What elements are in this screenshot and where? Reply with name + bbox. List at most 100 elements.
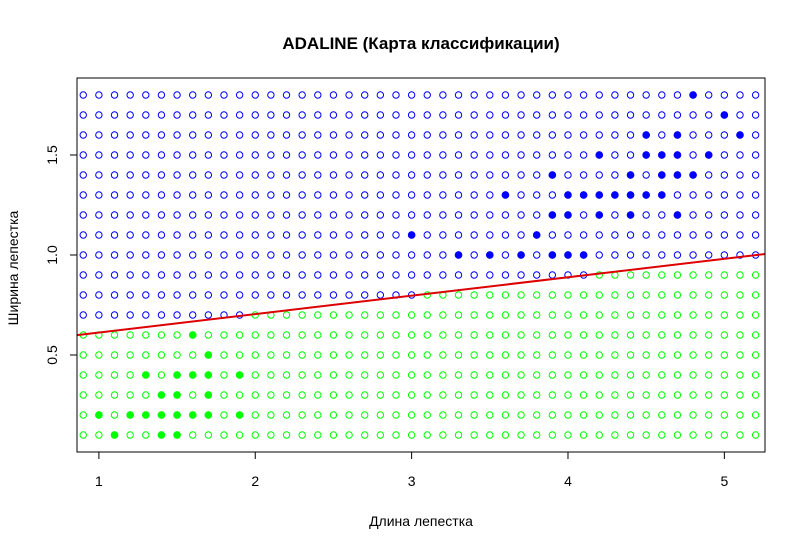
y-tick-label: 0.5 — [44, 345, 60, 365]
grid-point — [282, 151, 291, 159]
grid-point — [736, 191, 744, 199]
x-tick-label: 5 — [720, 473, 728, 489]
grid-point — [595, 311, 603, 319]
grid-point — [439, 431, 447, 439]
grid-point — [189, 311, 197, 319]
grid-point — [626, 251, 635, 259]
grid-point — [95, 371, 103, 379]
grid-point — [407, 271, 416, 279]
grid-point — [689, 311, 697, 319]
grid-point — [79, 211, 87, 219]
grid-point — [548, 111, 557, 119]
grid-point — [189, 91, 197, 99]
grid-point — [95, 151, 103, 159]
grid-point — [470, 251, 478, 259]
grid-point — [611, 211, 619, 219]
grid-point — [658, 351, 666, 359]
grid-point — [517, 131, 525, 139]
grid-point — [470, 411, 478, 419]
grid-point — [345, 191, 353, 199]
grid-point — [548, 231, 557, 239]
grid-point — [298, 111, 306, 119]
grid-point — [267, 371, 275, 379]
grid-point — [157, 231, 166, 239]
grid-point — [189, 251, 197, 259]
grid-point — [736, 271, 744, 279]
grid-point — [345, 291, 353, 299]
grid-point — [376, 211, 385, 219]
grid-point — [501, 211, 510, 219]
grid-point — [126, 171, 134, 179]
training-point — [642, 131, 650, 139]
grid-point — [298, 271, 306, 279]
grid-point — [517, 431, 525, 439]
grid-point — [79, 231, 87, 239]
grid-point — [486, 271, 494, 279]
grid-point — [79, 311, 87, 319]
grid-point — [642, 91, 650, 99]
grid-point — [486, 171, 494, 179]
grid-point — [298, 131, 306, 139]
grid-point — [345, 251, 353, 259]
grid-point — [407, 391, 416, 399]
training-point — [626, 191, 635, 199]
grid-point — [626, 391, 635, 399]
grid-point — [689, 371, 697, 379]
grid-point — [626, 371, 635, 379]
grid-point — [751, 311, 760, 319]
chart-title: ADALINE (Карта классификации) — [282, 34, 559, 53]
grid-point — [376, 171, 385, 179]
grid-point — [626, 151, 635, 159]
grid-point — [329, 151, 338, 159]
grid-point — [689, 271, 697, 279]
grid-point — [220, 131, 228, 139]
grid-point — [642, 311, 650, 319]
grid-point — [173, 151, 181, 159]
grid-point — [470, 131, 478, 139]
grid-point — [392, 371, 400, 379]
grid-point — [79, 251, 87, 259]
grid-point — [392, 191, 400, 199]
grid-point — [126, 391, 134, 399]
grid-point — [110, 271, 119, 279]
grid-point — [626, 91, 635, 99]
grid-point — [423, 411, 431, 419]
grid-point — [314, 391, 322, 399]
grid-point — [173, 171, 181, 179]
grid-point — [235, 251, 244, 259]
grid-point — [251, 131, 259, 139]
grid-point — [658, 371, 666, 379]
grid-point — [157, 111, 166, 119]
grid-point — [626, 131, 635, 139]
grid-point — [454, 231, 463, 239]
grid-point — [189, 211, 197, 219]
grid-point — [705, 191, 713, 199]
grid-point — [314, 351, 322, 359]
grid-point — [345, 411, 353, 419]
grid-point — [110, 391, 119, 399]
grid-point — [705, 111, 713, 119]
grid-point — [345, 151, 353, 159]
grid-point — [345, 391, 353, 399]
grid-point — [470, 91, 478, 99]
grid-point — [392, 91, 400, 99]
grid-point — [173, 331, 181, 339]
grid-point — [376, 371, 385, 379]
grid-point — [642, 271, 650, 279]
grid-point — [282, 111, 291, 119]
grid-point — [689, 251, 697, 259]
grid-point — [751, 391, 760, 399]
grid-point — [126, 311, 134, 319]
grid-point — [439, 311, 447, 319]
grid-point — [454, 211, 463, 219]
training-point — [642, 191, 650, 199]
training-point — [658, 171, 666, 179]
grid-point — [157, 331, 166, 339]
grid-point — [157, 91, 166, 99]
grid-point — [673, 371, 682, 379]
grid-point — [298, 251, 306, 259]
training-point — [595, 191, 604, 199]
grid-point — [267, 431, 275, 439]
grid-point — [79, 131, 87, 139]
grid-point — [501, 311, 510, 319]
